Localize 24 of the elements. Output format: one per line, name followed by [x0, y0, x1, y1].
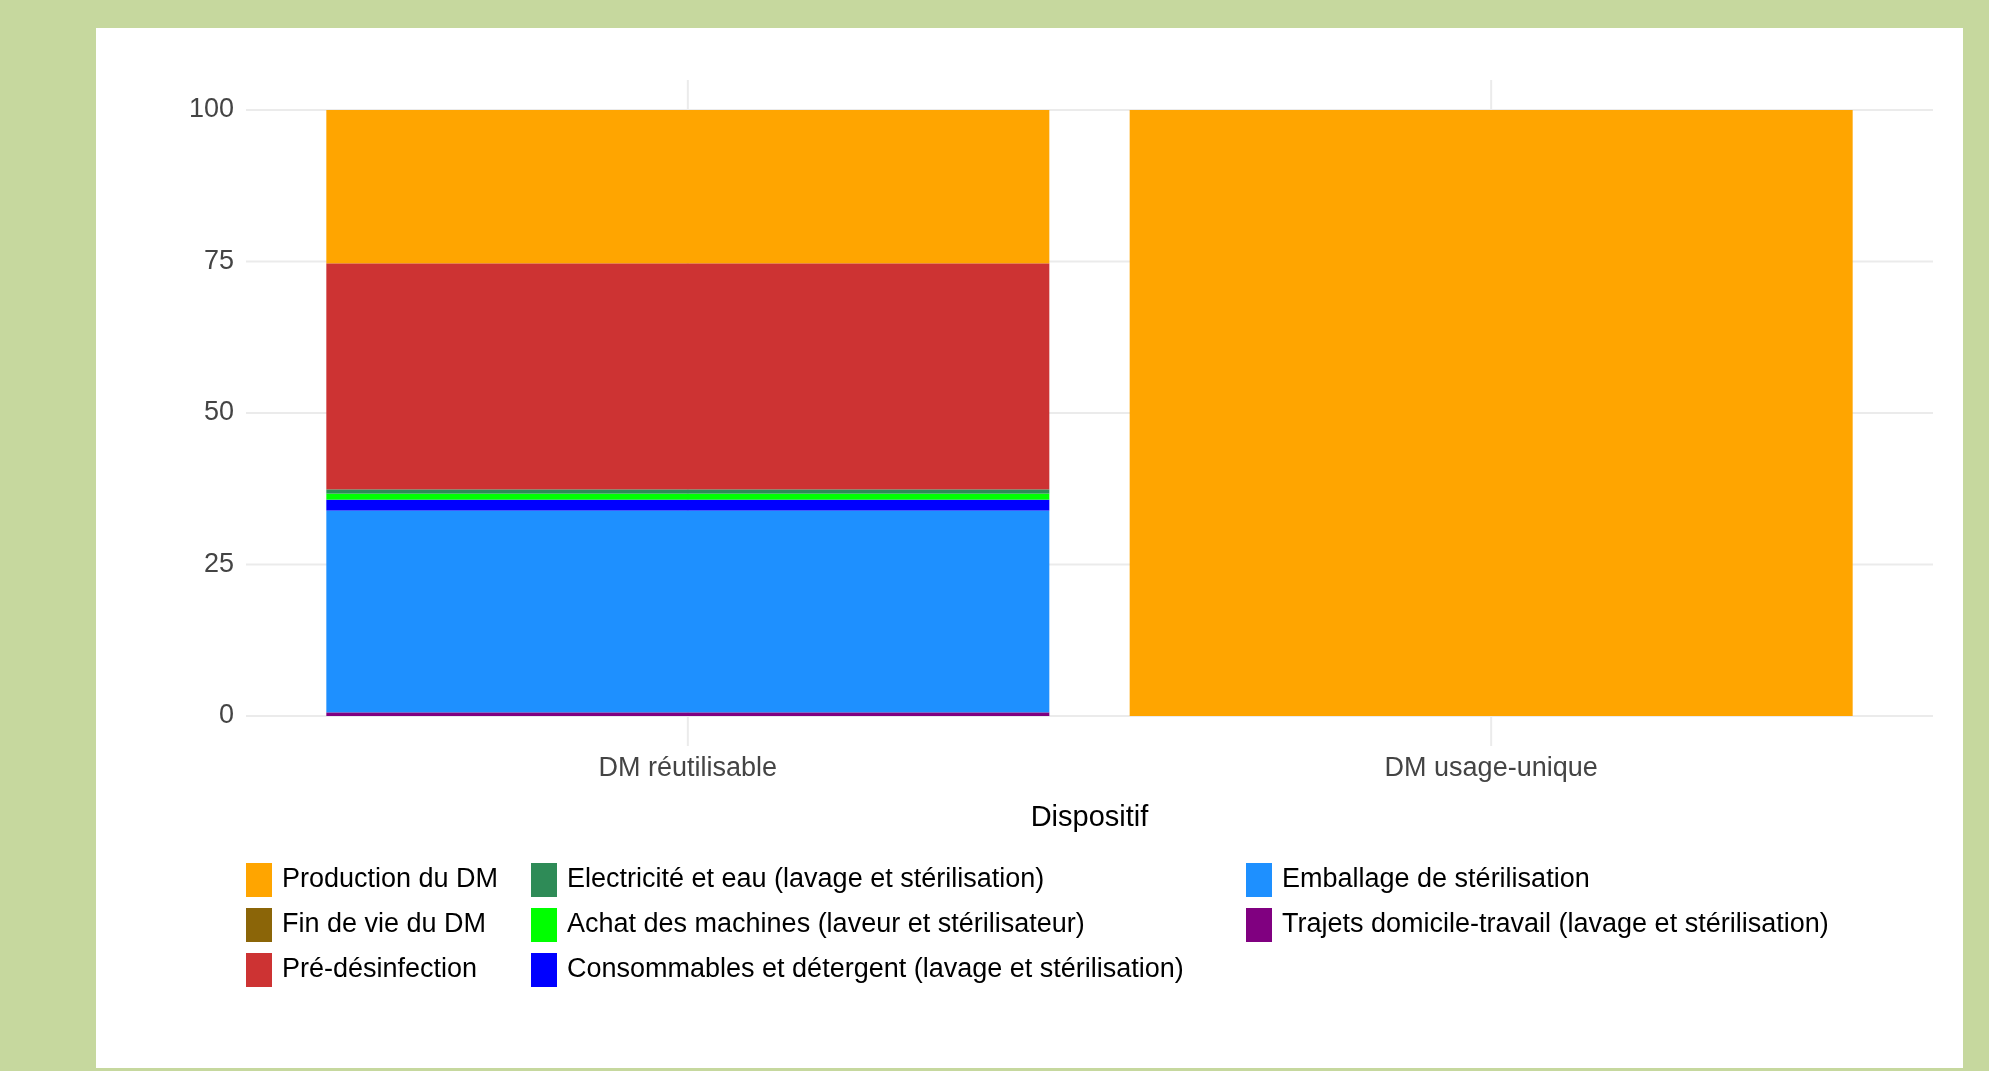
bar	[326, 712, 1050, 716]
y-tick-label: 75	[203, 244, 234, 275]
x-axis-title: Dispositif	[1030, 800, 1150, 832]
legend-label: Fin de vie du DM	[282, 908, 487, 939]
legend-label: Achat des machines (laveur et stérilisateur)	[567, 908, 1085, 939]
y-tick-label: 0	[218, 699, 234, 730]
x-tick-label: DM réutilisable	[598, 752, 778, 782]
y-tick-label: 25	[203, 547, 234, 578]
bar	[326, 510, 1050, 713]
bar	[326, 489, 1050, 494]
bar	[326, 493, 1050, 500]
legend-label: Consommables et détergent (lavage et stérilisation)	[567, 953, 1184, 984]
legend-label: Pré-désinfection	[282, 953, 478, 984]
bar	[1129, 110, 1853, 716]
y-tick-label: 50	[203, 396, 234, 427]
x-tick-label: DM usage-unique	[1384, 752, 1598, 782]
y-tick-label: 100	[188, 93, 234, 124]
legend-label: Electricité et eau (lavage et stérilisation)	[567, 863, 1045, 894]
legend-label: Trajets domicile-travail (lavage et stérilisation)	[1282, 908, 1829, 939]
bar	[326, 499, 1050, 511]
bar	[326, 263, 1050, 490]
legend-label: Production du DM	[282, 863, 499, 894]
bar	[326, 110, 1050, 264]
legend-label: Emballage de stérilisation	[1282, 863, 1590, 894]
